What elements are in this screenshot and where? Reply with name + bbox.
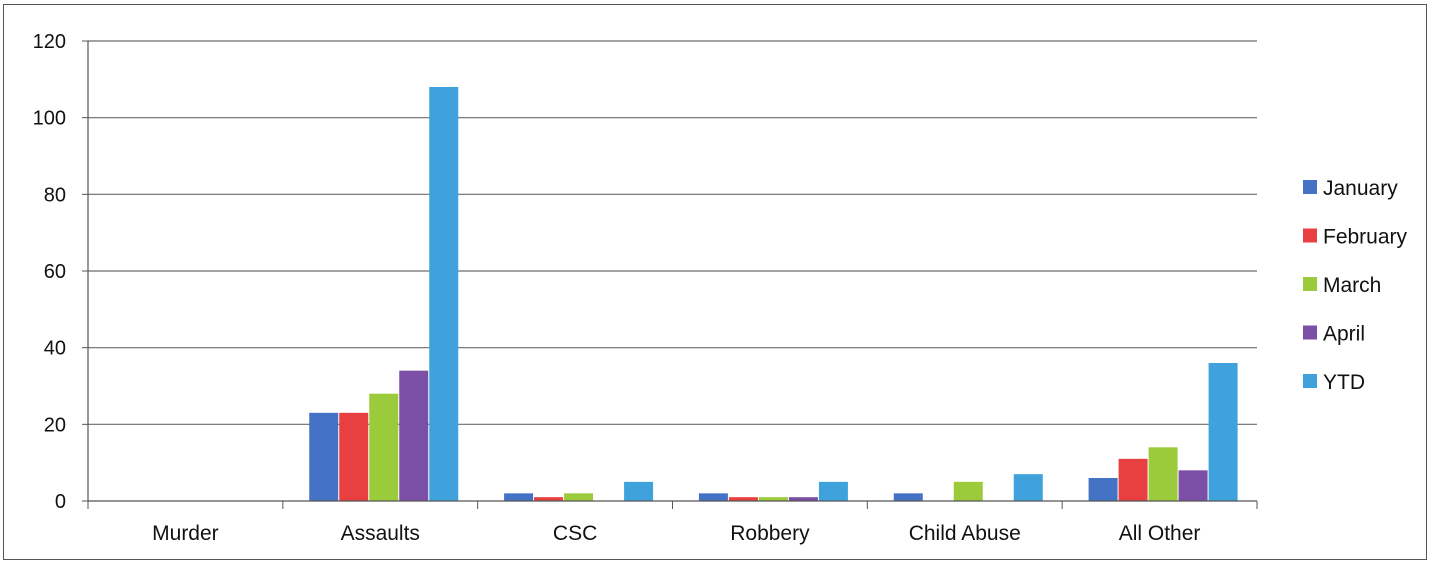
legend: January February March April YTD (1303, 177, 1408, 394)
x-category-label: Assaults (341, 522, 420, 545)
bar-january-assaults (309, 412, 339, 501)
bar-march-assaults (369, 393, 399, 501)
legend-swatch-april (1303, 325, 1317, 340)
x-category-label: Child Abuse (909, 522, 1021, 545)
bar-february-robbery (728, 497, 758, 501)
bar-april-assaults (399, 370, 429, 501)
legend-swatch-february (1303, 228, 1317, 243)
bar-march-all-other (1148, 447, 1178, 501)
bar-ytd-csc (624, 481, 654, 501)
x-category-label: CSC (553, 522, 597, 545)
chart-frame (3, 4, 1427, 560)
bar-january-csc (504, 493, 534, 501)
legend-label-april: April (1323, 323, 1365, 346)
y-tick-label: 0 (55, 491, 66, 513)
bar-ytd-child-abuse (1013, 474, 1043, 501)
y-axis: 0 20 40 60 80 100 120 (33, 31, 89, 513)
bar-february-assaults (339, 412, 369, 501)
bar-april-all-other (1178, 470, 1208, 501)
bar-march-robbery (758, 497, 788, 501)
bar-february-all-other (1118, 458, 1148, 501)
y-tick-label: 40 (44, 338, 66, 360)
x-axis: Murder Assaults CSC Robbery Child Abuse All O… (87, 500, 1258, 545)
y-tick-label: 20 (44, 414, 66, 436)
bar-ytd-robbery (818, 481, 848, 501)
gridlines (88, 40, 1257, 425)
bar-january-child-abuse (893, 493, 923, 501)
legend-label-march: March (1323, 274, 1381, 297)
y-tick-label: 120 (33, 31, 66, 53)
y-tick-label: 60 (44, 261, 66, 283)
bar-january-robbery (698, 493, 728, 501)
bar-february-csc (534, 497, 564, 501)
x-category-label: All Other (1119, 522, 1201, 545)
x-category-label: Robbery (730, 522, 810, 545)
bar-april-robbery (788, 497, 818, 501)
y-tick-label: 80 (44, 184, 66, 206)
y-tick-label: 100 (33, 108, 66, 130)
legend-swatch-march (1303, 277, 1317, 291)
legend-label-ytd: YTD (1323, 371, 1365, 394)
bar-march-child-abuse (953, 481, 983, 501)
legend-swatch-ytd (1303, 374, 1317, 388)
bar-ytd-all-other (1208, 363, 1238, 501)
legend-label-february: February (1323, 226, 1408, 249)
bar-ytd-assaults (429, 87, 459, 501)
x-category-label: Murder (152, 522, 219, 545)
legend-label-january: January (1323, 177, 1398, 200)
legend-swatch-january (1303, 180, 1317, 194)
bars (309, 87, 1238, 501)
bar-march-csc (564, 493, 594, 501)
bar-january-all-other (1088, 478, 1118, 501)
